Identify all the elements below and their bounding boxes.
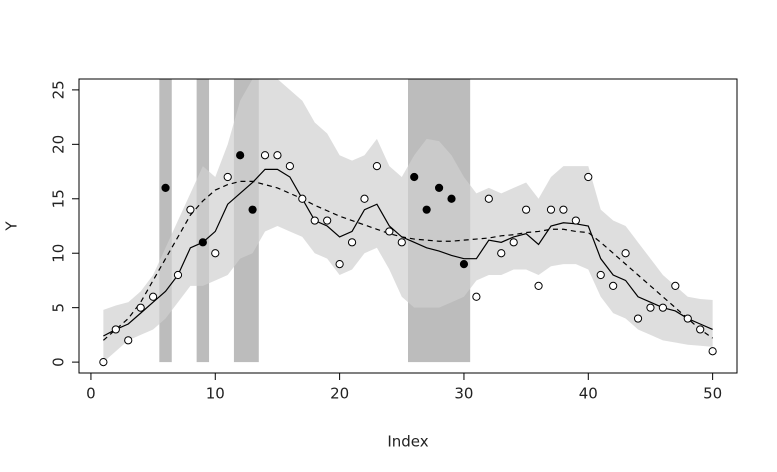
data-point [260, 151, 270, 160]
data-point [186, 205, 195, 214]
y-tick-label: 20 [50, 135, 68, 154]
data-point [248, 205, 257, 214]
data-point [211, 249, 220, 258]
data-point [484, 194, 493, 203]
data-point [584, 172, 593, 182]
data-point [708, 347, 717, 356]
x-tick-label: 10 [206, 385, 225, 403]
data-point [447, 194, 456, 203]
data-point [696, 325, 705, 334]
data-point [198, 238, 207, 247]
data-point [323, 216, 332, 225]
data-point [509, 238, 518, 247]
y-tick-label: 0 [50, 357, 68, 367]
x-tick-label: 0 [86, 385, 96, 403]
data-point [285, 162, 294, 171]
data-point [497, 249, 506, 258]
data-point [236, 151, 245, 160]
data-point [621, 249, 630, 258]
data-point [633, 314, 643, 323]
confidence-ribbon [103, 79, 713, 363]
data-point [223, 172, 232, 182]
data-point [99, 358, 108, 367]
data-point [385, 227, 394, 236]
data-point [422, 205, 431, 214]
y-tick-label: 10 [50, 244, 68, 263]
data-point [310, 216, 319, 225]
x-tick-label: 30 [454, 385, 473, 403]
data-point [397, 238, 406, 247]
data-point [173, 270, 183, 280]
data-point [609, 281, 618, 290]
data-point [136, 303, 145, 312]
data-point [347, 238, 357, 247]
data-point [273, 151, 282, 160]
data-point [335, 260, 344, 269]
data-point [372, 162, 382, 171]
data-point [459, 260, 469, 269]
y-tick-label: 15 [50, 189, 68, 208]
data-point [596, 270, 605, 280]
data-point [571, 216, 580, 225]
x-tick-label: 40 [579, 385, 598, 403]
data-point [410, 172, 419, 182]
data-point [671, 281, 680, 290]
data-point [646, 303, 655, 312]
data-point [434, 183, 444, 192]
x-axis-label: Index [387, 433, 428, 451]
data-point [534, 281, 543, 290]
y-tick-label: 5 [50, 303, 68, 313]
smooth-line [102, 180, 713, 341]
data-point [472, 292, 481, 301]
data-point [360, 194, 369, 203]
x-tick-label: 20 [330, 385, 349, 403]
data-point [683, 314, 692, 323]
y-tick-label: 25 [50, 80, 68, 99]
x-tick-label: 50 [703, 385, 722, 403]
data-point [658, 303, 667, 312]
data-point [161, 183, 170, 192]
data-point [522, 205, 531, 214]
data-point [298, 194, 307, 203]
data-point [111, 325, 120, 334]
data-point [149, 292, 158, 301]
data-point [559, 205, 568, 214]
data-point [124, 336, 133, 345]
data-point [546, 205, 556, 214]
y-axis-label: Y [3, 221, 21, 232]
